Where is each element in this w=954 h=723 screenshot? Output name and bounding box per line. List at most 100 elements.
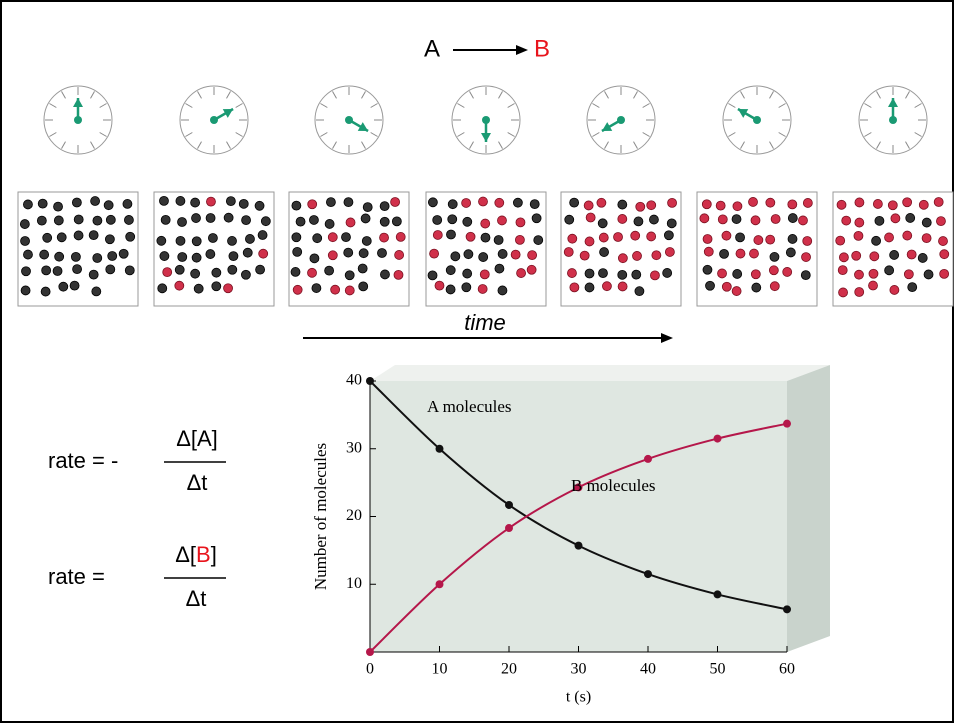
- molecule: [175, 281, 184, 290]
- molecule: [842, 216, 851, 225]
- molecule: [598, 269, 607, 278]
- data-point: [505, 501, 513, 509]
- molecule: [380, 233, 389, 242]
- molecule: [783, 267, 792, 276]
- molecule: [664, 231, 673, 240]
- rate-a-den: Δt: [187, 470, 208, 495]
- molecule: [631, 231, 640, 240]
- molecule: [313, 234, 322, 243]
- molecule: [163, 268, 172, 277]
- molecule: [837, 200, 846, 209]
- molecule: [296, 217, 305, 226]
- molecule: [328, 251, 337, 260]
- molecule: [854, 231, 863, 240]
- molecule: [584, 201, 593, 210]
- molecule: [126, 232, 135, 241]
- molecule: [359, 282, 368, 291]
- molecule: [528, 251, 537, 260]
- molecule: [635, 287, 644, 296]
- molecule: [359, 249, 368, 258]
- molecule: [888, 201, 897, 210]
- molecule: [788, 234, 797, 243]
- molecule: [875, 216, 884, 225]
- molecule: [54, 202, 63, 211]
- x-tick-label: 60: [779, 661, 795, 678]
- molecule: [178, 252, 187, 261]
- molecule: [291, 267, 300, 276]
- rate-b-lhs: rate =: [48, 564, 105, 589]
- molecule: [733, 202, 742, 211]
- molecule: [527, 265, 536, 274]
- x-tick-label: 10: [432, 661, 448, 678]
- molecule: [716, 201, 725, 210]
- molecule: [919, 200, 928, 209]
- molecule: [428, 271, 437, 280]
- molecule: [89, 231, 98, 240]
- molecule: [377, 249, 386, 258]
- molecule: [495, 264, 504, 273]
- molecule: [159, 196, 168, 205]
- molecule: [618, 282, 627, 291]
- molecule: [479, 197, 488, 206]
- molecule: [380, 270, 389, 279]
- molecule: [259, 249, 268, 258]
- y-axis-label: Number of molecules: [311, 443, 330, 590]
- molecule: [446, 285, 455, 294]
- y-tick-label: 10: [346, 575, 362, 592]
- molecule: [839, 253, 848, 262]
- molecule: [585, 283, 594, 292]
- molecule: [394, 270, 403, 279]
- molecule: [924, 270, 933, 279]
- molecule: [308, 200, 317, 209]
- molecule: [89, 270, 98, 279]
- molecule: [903, 198, 912, 207]
- rate-b-den: Δt: [186, 586, 207, 611]
- molecule: [663, 268, 672, 277]
- molecule: [446, 266, 455, 275]
- molecule: [906, 213, 915, 222]
- molecule: [326, 198, 335, 207]
- molecule: [586, 213, 595, 222]
- molecule: [749, 197, 758, 206]
- molecule: [481, 219, 490, 228]
- molecule: [363, 203, 372, 212]
- molecule: [344, 198, 353, 207]
- molecule: [703, 234, 712, 243]
- molecule: [732, 215, 741, 224]
- molecule: [585, 269, 594, 278]
- molecule: [788, 200, 797, 209]
- molecule: [192, 253, 201, 262]
- data-point: [436, 580, 444, 588]
- molecule: [752, 283, 761, 292]
- molecule: [480, 270, 489, 279]
- molecule: [21, 236, 30, 245]
- molecule: [175, 265, 184, 274]
- molecule: [192, 214, 201, 223]
- molecule: [161, 215, 170, 224]
- molecule: [312, 284, 321, 293]
- molecule: [435, 281, 444, 290]
- molecule: [242, 216, 251, 225]
- molecule: [736, 249, 745, 258]
- slide: A B time rate = - Δ[A] Δt rate = Δ[B] Δt…: [0, 0, 954, 723]
- molecule: [478, 284, 487, 293]
- molecule: [585, 237, 594, 246]
- molecule: [119, 249, 128, 258]
- molecule: [345, 271, 354, 280]
- molecule: [380, 217, 389, 226]
- molecule: [104, 201, 113, 210]
- molecule: [751, 216, 760, 225]
- molecule: [700, 214, 709, 223]
- molecule: [191, 198, 200, 207]
- molecule: [766, 235, 775, 244]
- molecule: [70, 281, 79, 290]
- molecule: [614, 233, 623, 242]
- molecule: [206, 197, 215, 206]
- molecule: [516, 218, 525, 227]
- molecule: [239, 199, 248, 208]
- molecule: [754, 236, 763, 245]
- molecule: [855, 287, 864, 296]
- data-point: [575, 542, 583, 550]
- molecule: [380, 202, 389, 211]
- molecule: [226, 197, 235, 206]
